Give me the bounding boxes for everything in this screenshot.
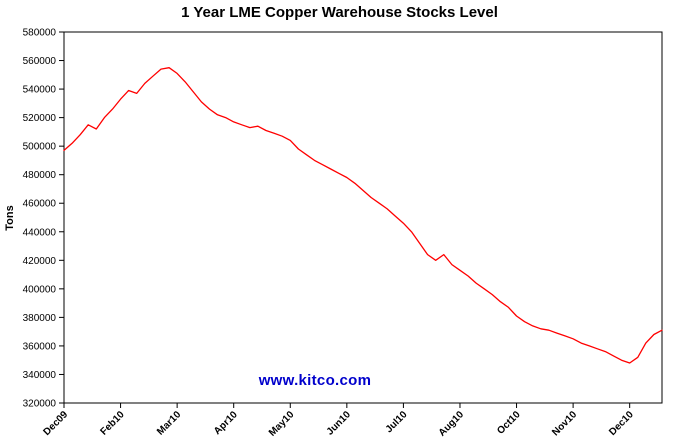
y-tick-label: 360000: [23, 341, 57, 352]
y-tick-label: 480000: [23, 170, 57, 181]
copper-stocks-line: [63, 67, 663, 364]
y-tick-label: 320000: [23, 399, 57, 410]
plot-border: [63, 31, 663, 404]
chart-title: 1 Year LME Copper Warehouse Stocks Level: [181, 4, 498, 21]
x-tick-label: Apr10: [212, 409, 240, 437]
y-tick-label: 560000: [23, 56, 57, 67]
x-tick-label: Dec10: [607, 409, 636, 438]
x-tick-label: May10: [267, 409, 297, 439]
y-tick-label: 460000: [23, 199, 57, 210]
y-tick-label: 500000: [23, 142, 57, 153]
x-tick-label: Mar10: [155, 409, 184, 438]
y-tick-label: 400000: [23, 284, 57, 295]
x-tick-label: Aug10: [437, 409, 467, 439]
x-tick-label: Feb10: [98, 409, 127, 438]
x-tick-label: Oct10: [495, 409, 523, 437]
y-tick-label: 520000: [23, 113, 57, 124]
x-tick-label: Jun10: [325, 409, 354, 438]
y-tick-label: 580000: [23, 28, 57, 39]
x-tick-label: Jul10: [384, 409, 410, 435]
y-axis-label: Tons: [4, 205, 16, 231]
y-tick-label: 420000: [23, 256, 57, 267]
y-tick-label: 380000: [23, 313, 57, 324]
y-tick-label: 340000: [23, 370, 57, 381]
x-tick-label: Dec09: [42, 409, 71, 438]
y-tick-label: 440000: [23, 227, 57, 238]
x-tick-label: Nov10: [550, 409, 579, 438]
y-tick-label: 540000: [23, 85, 57, 96]
kitco-watermark: www.kitco.com: [258, 372, 372, 389]
